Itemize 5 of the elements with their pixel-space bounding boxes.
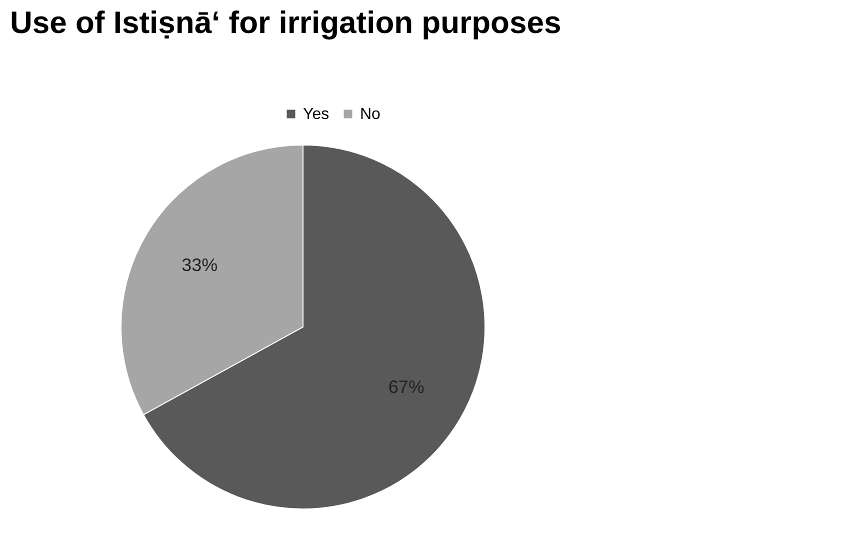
data-label: 33% bbox=[182, 254, 218, 275]
chart-title: Use of Istiṣnā‘ for irrigation purposes bbox=[10, 5, 562, 40]
data-label: 67% bbox=[388, 377, 424, 398]
legend-label: No bbox=[360, 106, 381, 123]
legend-label: Yes bbox=[303, 106, 330, 123]
